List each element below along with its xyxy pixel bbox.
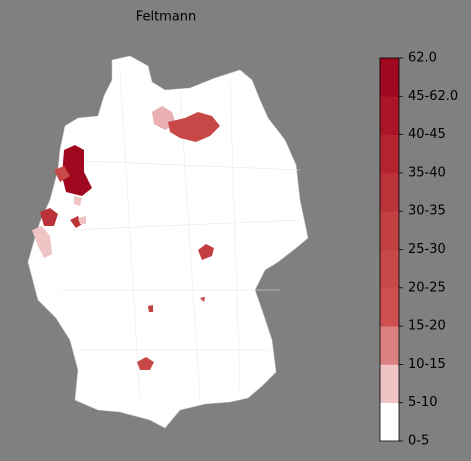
colorbar-segment bbox=[380, 249, 399, 289]
region bbox=[137, 357, 154, 370]
colorbar-label: 10-15 bbox=[408, 357, 446, 372]
district-lines bbox=[59, 69, 301, 401]
colorbar-label: 35-40 bbox=[408, 165, 446, 180]
colorbar-label: 40-45 bbox=[408, 127, 446, 142]
colorbar-segment bbox=[380, 58, 399, 97]
colorbar-segment bbox=[380, 402, 399, 442]
colorbar-label: 30-35 bbox=[408, 204, 446, 219]
region bbox=[40, 208, 58, 226]
region bbox=[62, 145, 92, 196]
region bbox=[198, 244, 214, 260]
region bbox=[32, 226, 52, 258]
region bbox=[168, 112, 220, 142]
colorbar-label: 62.0 bbox=[408, 51, 437, 66]
colorbar-label: 5-10 bbox=[408, 395, 438, 410]
colorbar-label: 15-20 bbox=[408, 319, 446, 334]
colorbar-label: 25-30 bbox=[408, 242, 446, 257]
colorbar: 0-5 5-10 10-15 15-20 20-25 25-30 30-35 35-40 40-… bbox=[379, 51, 458, 449]
region bbox=[148, 305, 153, 312]
region bbox=[200, 297, 205, 302]
colorbar-segment bbox=[380, 134, 399, 174]
colorbar-label: 20-25 bbox=[408, 280, 446, 295]
colorbar-segment bbox=[380, 172, 399, 212]
colorbar-segment bbox=[380, 96, 399, 135]
colorbar-segment bbox=[380, 326, 399, 365]
region bbox=[54, 166, 70, 182]
colorbar-segment bbox=[380, 211, 399, 250]
germany-map bbox=[27, 55, 309, 429]
map-title: Feltmann bbox=[136, 10, 197, 25]
region bbox=[74, 196, 82, 206]
colorbar-label: 45-62.0 bbox=[408, 89, 458, 104]
colorbar-label: 0-5 bbox=[408, 434, 429, 449]
region bbox=[78, 216, 86, 224]
colorbar-segment bbox=[380, 364, 399, 403]
colorbar-segment bbox=[380, 287, 399, 327]
